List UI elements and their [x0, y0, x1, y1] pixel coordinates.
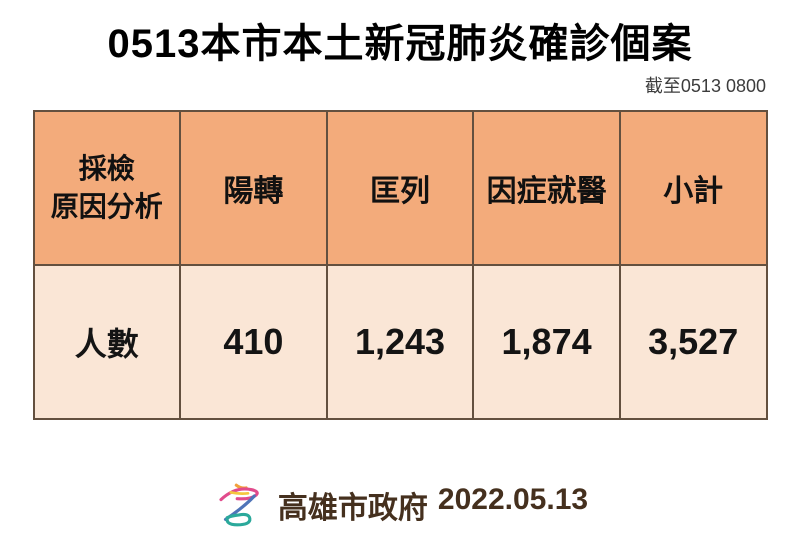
value-cell-symptomatic-visit: 1,874 — [472, 264, 621, 420]
footer-org: 高雄市政府 — [277, 492, 428, 525]
value-cell-contact-listed: 1,243 — [325, 264, 475, 420]
table-header-row: 採檢 原因分析 陽轉 匡列 因症就醫 小計 — [32, 110, 768, 266]
table-data-row: 人數 410 1,243 1,874 3,527 — [32, 264, 768, 420]
header-cell-subtotal: 小計 — [618, 110, 768, 266]
value-cell-subtotal: 3,527 — [618, 264, 768, 420]
header-reason-line2: 原因分析 — [50, 191, 163, 222]
header-cell-contact-listed: 匡列 — [325, 110, 475, 266]
header-cell-reason-analysis: 採檢 原因分析 — [32, 110, 182, 266]
header-cell-positive-conversion: 陽轉 — [179, 110, 328, 266]
value-cell-positive-conversion: 410 — [179, 264, 328, 420]
header-reason-line1: 採檢 — [78, 153, 135, 185]
page-title: 0513本市本土新冠肺炎確診個案 — [107, 22, 693, 66]
as-of-timestamp: 截至0513 0800 — [644, 76, 766, 96]
footer-caption: 高雄市政府 2022.05.13 — [278, 483, 588, 527]
header-cell-symptomatic-visit: 因症就醫 — [472, 110, 621, 266]
footer: 高雄市政府 2022.05.13 — [0, 478, 800, 532]
case-table: 採檢 原因分析 陽轉 匡列 因症就醫 小計 人數 410 1,243 1,874… — [32, 110, 768, 420]
row-label-cell: 人數 — [32, 264, 182, 420]
footer-date: 2022.05.13 — [437, 483, 589, 516]
kaohsiung-logo-icon — [212, 478, 266, 532]
